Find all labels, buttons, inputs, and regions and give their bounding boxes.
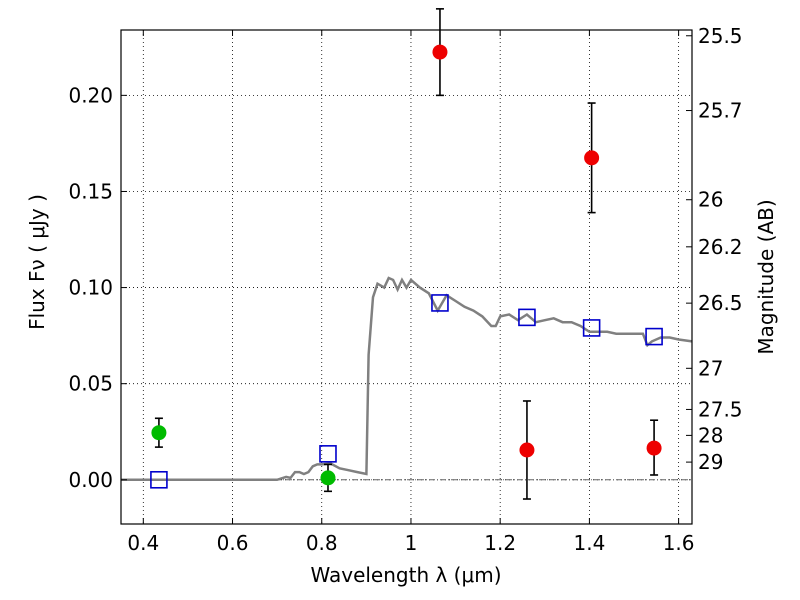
- model-square-marker: [319, 445, 337, 463]
- y-axis-label: Flux Fν ( μJy ): [25, 194, 49, 330]
- error-bars: [154, 8, 659, 500]
- observed-green-point: [151, 425, 167, 441]
- x-tick-label: 1.2: [484, 531, 516, 555]
- y-tick-label: 0.20: [68, 83, 113, 107]
- model-square-marker: [645, 327, 663, 346]
- x-tick-label: 1.4: [573, 531, 605, 555]
- data-markers: [150, 44, 663, 489]
- right-tick-label: 25.7: [698, 99, 743, 123]
- y-axis-right-label: Magnitude (AB): [754, 199, 778, 354]
- grid: [121, 30, 692, 524]
- y-tick-label: 0.05: [68, 372, 113, 396]
- x-tick-label: 0.8: [306, 531, 338, 555]
- observed-red-point: [519, 442, 535, 458]
- x-axis-label: Wavelength λ (μm): [310, 563, 501, 587]
- right-tick-label: 27: [698, 356, 723, 380]
- model-square-marker: [518, 308, 536, 327]
- axis-ticks: 0.4 0.6 0.8 1 1.2 1.4 1.6 0.00 0.05 0.10 0.15 0.20 2…: [68, 24, 742, 555]
- observed-red-point: [584, 150, 600, 166]
- y-tick-label: 0.10: [68, 276, 113, 300]
- right-tick-label: 27.5: [698, 397, 743, 421]
- right-tick-label: 26.2: [698, 235, 743, 259]
- right-tick-label: 25.5: [698, 24, 743, 48]
- x-tick-label: 1.6: [663, 531, 695, 555]
- x-tick-label: 0.4: [127, 531, 159, 555]
- model-square-marker: [582, 319, 601, 337]
- y-tick-label: 0.00: [68, 468, 113, 492]
- observed-green-point: [320, 470, 336, 486]
- model-square-marker: [150, 470, 168, 489]
- y-tick-label: 0.15: [68, 179, 113, 203]
- x-tick-label: 1: [405, 531, 418, 555]
- model-square-marker: [431, 294, 449, 312]
- right-tick-label: 26.5: [698, 291, 743, 315]
- plot-area: [121, 8, 693, 500]
- template-spectrum-line: [121, 276, 693, 482]
- x-tick-label: 0.6: [217, 531, 249, 555]
- right-tick-label: 26: [698, 188, 723, 212]
- observed-red-point: [646, 440, 662, 456]
- plot-frame: [120, 29, 693, 525]
- right-tick-label: 29: [698, 450, 723, 474]
- observed-red-point: [432, 44, 448, 60]
- right-tick-label: 28: [698, 423, 723, 447]
